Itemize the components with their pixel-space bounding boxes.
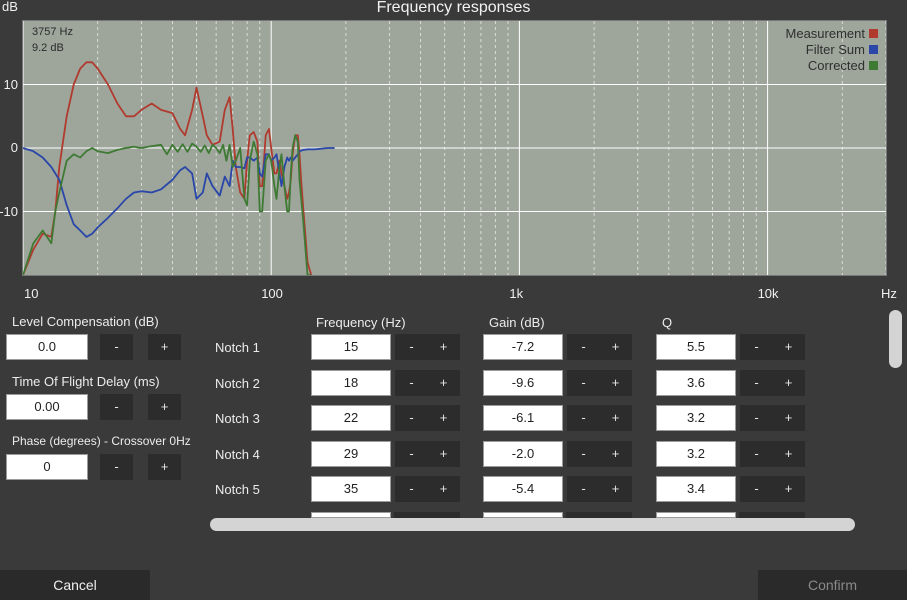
- notch-1-frequency-input[interactable]: 15: [311, 334, 391, 360]
- notch-4-label: Notch 4: [215, 447, 260, 462]
- level-compensation-increment-button[interactable]: +: [148, 334, 181, 360]
- vertical-scrollbar[interactable]: [889, 310, 902, 368]
- cancel-button[interactable]: Cancel: [0, 570, 150, 600]
- level-compensation-input[interactable]: 0.0: [6, 334, 88, 360]
- notch-5-gain-increment-button[interactable]: +: [599, 476, 632, 502]
- header-frequency: Frequency (Hz): [316, 315, 406, 330]
- y-tick-label: 10: [3, 76, 18, 92]
- x-tick-label: 10k: [757, 286, 779, 301]
- notch-3-frequency-increment-button[interactable]: +: [427, 405, 460, 431]
- notch-5-label: Notch 5: [215, 482, 260, 497]
- notch-1-gain-increment-button[interactable]: +: [599, 334, 632, 360]
- legend-item: Measurement: [786, 26, 878, 41]
- cursor-frequency-readout: 3757 Hz: [32, 26, 73, 38]
- phase-input[interactable]: 0: [6, 454, 88, 480]
- phase-label: Phase (degrees) - Crossover 0Hz: [12, 434, 191, 448]
- notch-5-q-decrement-button[interactable]: -: [740, 476, 773, 502]
- legend-swatch: [869, 29, 878, 38]
- notch-3-q-decrement-button[interactable]: -: [740, 405, 773, 431]
- notch-5-frequency-decrement-button[interactable]: -: [395, 476, 428, 502]
- notch-1-q-decrement-button[interactable]: -: [740, 334, 773, 360]
- window-title: Frequency responses: [376, 0, 531, 16]
- series-line-corrected: [23, 134, 312, 275]
- notch-2-q-input[interactable]: 3.6: [656, 370, 736, 396]
- x-tick-label: 100: [261, 286, 283, 301]
- legend-label: Filter Sum: [805, 42, 865, 57]
- phase-increment-button[interactable]: +: [148, 454, 181, 480]
- notch-4-frequency-input[interactable]: 29: [311, 441, 391, 467]
- notch-1-q-increment-button[interactable]: +: [772, 334, 805, 360]
- notch-2-gain-decrement-button[interactable]: -: [567, 370, 600, 396]
- notch-2-label: Notch 2: [215, 376, 260, 391]
- x-tick-label: 10: [24, 286, 39, 301]
- header-gain: Gain (dB): [489, 315, 545, 330]
- legend-label: Measurement: [785, 26, 865, 41]
- notch-1-frequency-increment-button[interactable]: +: [427, 334, 460, 360]
- y-tick-label: -10: [0, 203, 18, 219]
- cursor-level-readout: 9.2 dB: [32, 42, 64, 54]
- notch-4-q-increment-button[interactable]: +: [772, 441, 805, 467]
- notch-2-q-decrement-button[interactable]: -: [740, 370, 773, 396]
- notch-3-label: Notch 3: [215, 411, 260, 426]
- legend-label: Corrected: [807, 58, 865, 73]
- legend-swatch: [869, 45, 878, 54]
- time-of-flight-delay-decrement-button[interactable]: -: [100, 394, 133, 420]
- notch-3-frequency-decrement-button[interactable]: -: [395, 405, 428, 431]
- notch-3-gain-increment-button[interactable]: +: [599, 405, 632, 431]
- notch-3-frequency-input[interactable]: 22: [311, 405, 391, 431]
- notch-1-gain-decrement-button[interactable]: -: [567, 334, 600, 360]
- level-compensation-decrement-button[interactable]: -: [100, 334, 133, 360]
- notch-4-frequency-decrement-button[interactable]: -: [395, 441, 428, 467]
- notch-4-q-input[interactable]: 3.2: [656, 441, 736, 467]
- legend-swatch: [869, 61, 878, 70]
- notch-3-q-input[interactable]: 3.2: [656, 405, 736, 431]
- phase-decrement-button[interactable]: -: [100, 454, 133, 480]
- time-of-flight-delay-label: Time Of Flight Delay (ms): [12, 374, 160, 389]
- notch-5-frequency-increment-button[interactable]: +: [427, 476, 460, 502]
- notch-4-frequency-increment-button[interactable]: +: [427, 441, 460, 467]
- notch-3-gain-input[interactable]: -6.1: [483, 405, 563, 431]
- legend-item: Corrected: [808, 58, 878, 73]
- notch-3-q-increment-button[interactable]: +: [772, 405, 805, 431]
- series-line-measurement: [23, 61, 313, 275]
- notch-2-frequency-decrement-button[interactable]: -: [395, 370, 428, 396]
- notch-5-q-input[interactable]: 3.4: [656, 476, 736, 502]
- notch-2-gain-increment-button[interactable]: +: [599, 370, 632, 396]
- time-of-flight-delay-input[interactable]: 0.00: [6, 394, 88, 420]
- notch-1-label: Notch 1: [215, 340, 260, 355]
- time-of-flight-delay-increment-button[interactable]: +: [148, 394, 181, 420]
- notch-1-gain-input[interactable]: -7.2: [483, 334, 563, 360]
- notch-4-gain-decrement-button[interactable]: -: [567, 441, 600, 467]
- level-compensation-label: Level Compensation (dB): [12, 314, 159, 329]
- notch-2-gain-input[interactable]: -9.6: [483, 370, 563, 396]
- notch-5-q-increment-button[interactable]: +: [772, 476, 805, 502]
- notch-5-gain-input[interactable]: -5.4: [483, 476, 563, 502]
- notch-2-q-increment-button[interactable]: +: [772, 370, 805, 396]
- frequency-response-chart[interactable]: 3757 Hz 9.2 dB Measurement Filter Sum Corr…: [22, 20, 887, 276]
- notch-3-gain-decrement-button[interactable]: -: [567, 405, 600, 431]
- notch-6-partial-row: [210, 512, 890, 518]
- header-q: Q: [662, 315, 673, 330]
- notch-1-q-input[interactable]: 5.5: [656, 334, 736, 360]
- y-axis-unit: dB: [2, 0, 18, 14]
- chart-canvas: [23, 21, 886, 275]
- y-tick-label: 0: [10, 140, 18, 155]
- notch-4-gain-increment-button[interactable]: +: [599, 441, 632, 467]
- series-line-filter-sum: [23, 147, 335, 238]
- notch-1-frequency-decrement-button[interactable]: -: [395, 334, 428, 360]
- x-tick-label: 1k: [509, 286, 524, 301]
- notch-2-frequency-increment-button[interactable]: +: [427, 370, 460, 396]
- notch-5-gain-decrement-button[interactable]: -: [567, 476, 600, 502]
- legend-item: Filter Sum: [806, 42, 878, 57]
- notch-4-q-decrement-button[interactable]: -: [740, 441, 773, 467]
- notch-5-frequency-input[interactable]: 35: [311, 476, 391, 502]
- notch-4-gain-input[interactable]: -2.0: [483, 441, 563, 467]
- horizontal-scrollbar[interactable]: [210, 518, 855, 531]
- confirm-button[interactable]: Confirm: [758, 570, 907, 600]
- x-axis-unit: Hz: [881, 286, 897, 301]
- notch-2-frequency-input[interactable]: 18: [311, 370, 391, 396]
